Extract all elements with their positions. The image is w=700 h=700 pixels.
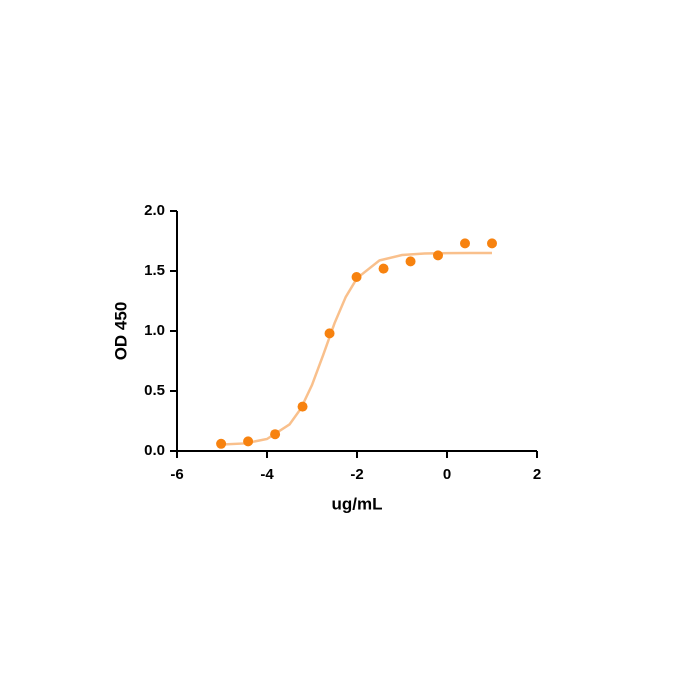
data-point bbox=[324, 328, 335, 339]
data-point bbox=[351, 272, 362, 282]
data-point bbox=[460, 238, 470, 249]
y-axis-title: OD 450 bbox=[111, 302, 130, 361]
x-tick-label: 0 bbox=[443, 466, 451, 483]
data-point bbox=[433, 250, 443, 261]
x-axis-title: ug/mL bbox=[332, 494, 383, 513]
data-point bbox=[297, 401, 308, 412]
y-tick-label: 1.0 bbox=[144, 322, 165, 339]
data-point bbox=[243, 436, 254, 447]
data-point bbox=[487, 238, 497, 249]
x-tick-label: -6 bbox=[170, 466, 183, 483]
data-point bbox=[405, 256, 416, 267]
x-tick-label: -2 bbox=[350, 466, 363, 483]
y-tick-label: 0.5 bbox=[144, 382, 165, 399]
data-point bbox=[270, 429, 281, 440]
data-point bbox=[216, 438, 227, 449]
y-tick-label: 1.5 bbox=[144, 262, 165, 279]
data-point bbox=[378, 263, 389, 274]
y-tick-label: 2.0 bbox=[144, 202, 165, 219]
x-tick-label: -4 bbox=[260, 466, 274, 483]
y-tick-label: 0.0 bbox=[144, 442, 165, 459]
x-tick-label: 2 bbox=[533, 466, 541, 483]
